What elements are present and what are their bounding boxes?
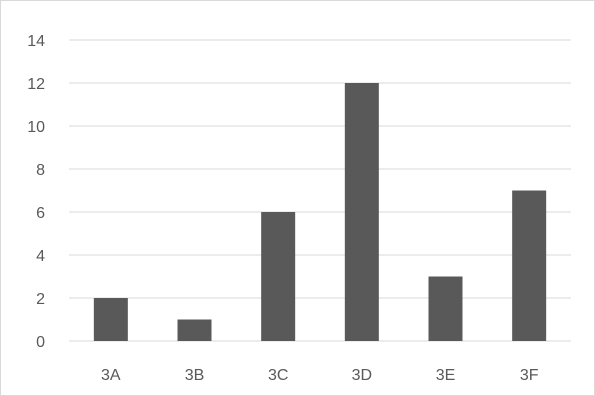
- y-tick-label: 10: [27, 119, 45, 136]
- y-tick-label: 6: [36, 205, 45, 222]
- x-axis: 3A 3B 3C 3D 3E 3F: [101, 367, 539, 384]
- bar-3B: [177, 319, 212, 341]
- y-axis: 0 2 4 6 8 10 12 14: [27, 33, 45, 351]
- x-tick-label: 3F: [520, 367, 539, 384]
- bar-3E: [428, 276, 463, 341]
- y-tick-label: 2: [36, 291, 45, 308]
- bar-3D: [344, 83, 379, 341]
- y-tick-label: 8: [36, 162, 45, 179]
- bar-3F: [512, 190, 547, 341]
- bar-3A: [93, 298, 128, 341]
- y-tick-label: 14: [27, 33, 45, 50]
- x-tick-label: 3D: [352, 367, 372, 384]
- x-tick-label: 3A: [101, 367, 121, 384]
- y-tick-label: 4: [36, 248, 45, 265]
- bar-series: [93, 83, 547, 341]
- x-tick-label: 3B: [185, 367, 205, 384]
- x-tick-label: 3C: [268, 367, 288, 384]
- y-tick-label: 12: [27, 76, 45, 93]
- y-tick-label: 0: [36, 334, 45, 351]
- x-tick-label: 3E: [436, 367, 456, 384]
- gridlines: [69, 39, 571, 342]
- bar-3C: [261, 212, 296, 341]
